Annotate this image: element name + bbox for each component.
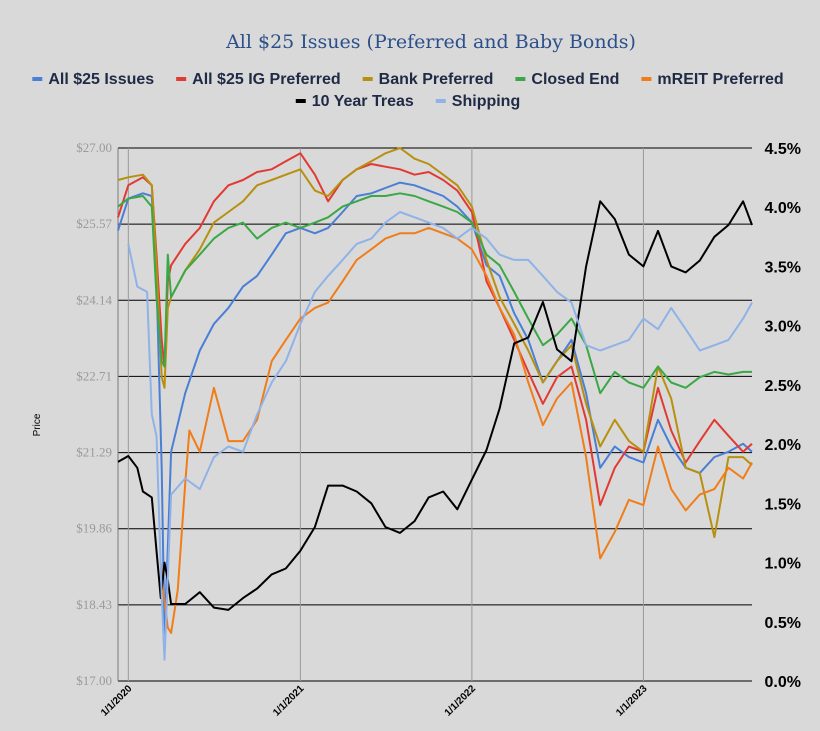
y-axis-left: $17.00 $18.43 $19.86 $21.29 $22.71 $24.14 $25.…	[76, 140, 112, 688]
y-right-tick-label: 4.0%	[765, 200, 801, 217]
y-axis-label: Price	[32, 413, 43, 436]
series-line-shipping	[127, 211, 753, 661]
legend: All $25 Issues All $25 IG Preferred Bank P…	[32, 71, 784, 110]
y-right-tick-label: 3.0%	[765, 319, 801, 336]
y-left-tick-label: $27.00	[76, 140, 112, 155]
y-right-tick-label: 0.5%	[765, 615, 801, 632]
series-line-bank-preferred	[117, 147, 753, 539]
gridlines	[117, 147, 752, 682]
legend-item: All $25 Issues	[32, 71, 154, 88]
series-line-mreit-preferred	[159, 226, 753, 634]
y-right-tick-label: 0.0%	[765, 674, 801, 691]
legend-item: Shipping	[435, 93, 520, 110]
legend-label: All $25 IG Preferred	[192, 71, 341, 88]
y-left-tick-label: $22.71	[76, 368, 112, 383]
legend-item: Closed End	[515, 71, 619, 88]
series-line-closed-end	[117, 192, 752, 395]
legend-label: Closed End	[531, 71, 619, 88]
y-left-tick-label: $24.14	[76, 292, 112, 307]
legend-item: Bank Preferred	[362, 71, 494, 88]
series-line-10-year-treas	[117, 200, 753, 611]
y-right-tick-label: 3.5%	[765, 259, 801, 276]
y-left-tick-label: $19.86	[76, 521, 112, 536]
legend-item: mREIT Preferred	[641, 71, 784, 88]
legend-label: All $25 Issues	[48, 71, 154, 88]
chart-title: All $25 Issues (Preferred and Baby Bonds…	[225, 31, 636, 53]
y-left-tick-label: $21.29	[76, 445, 112, 460]
legend-label: 10 Year Treas	[312, 93, 414, 110]
y-right-tick-label: 2.0%	[765, 437, 801, 454]
y-left-tick-label: $25.57	[76, 216, 112, 231]
x-axis: 1/1/2020 1/1/2021 1/1/2022 1/1/2023	[99, 683, 650, 719]
y-right-tick-label: 1.5%	[765, 496, 801, 513]
legend-item: 10 Year Treas	[295, 93, 414, 110]
series-lines	[117, 147, 753, 661]
y-axis-right: 0.0% 0.5% 1.0% 1.5% 2.0% 2.5% 3.0% 3.5% 4.0% 4.5%	[765, 141, 801, 691]
legend-item: All $25 IG Preferred	[176, 71, 341, 88]
y-left-tick-label: $17.00	[76, 673, 112, 688]
y-right-tick-label: 1.0%	[765, 556, 801, 573]
legend-label: Shipping	[452, 93, 520, 110]
y-right-tick-label: 4.5%	[765, 141, 801, 158]
x-tick-label: 1/1/2020	[99, 683, 135, 719]
x-tick-label: 1/1/2023	[614, 683, 650, 719]
y-left-tick-label: $18.43	[76, 597, 112, 612]
x-tick-label: 1/1/2021	[271, 683, 307, 719]
series-line-all-25-issues	[117, 181, 753, 634]
y-right-tick-label: 2.5%	[765, 378, 801, 395]
legend-label: Bank Preferred	[379, 71, 494, 88]
x-tick-label: 1/1/2022	[443, 683, 479, 719]
legend-label: mREIT Preferred	[657, 71, 783, 88]
